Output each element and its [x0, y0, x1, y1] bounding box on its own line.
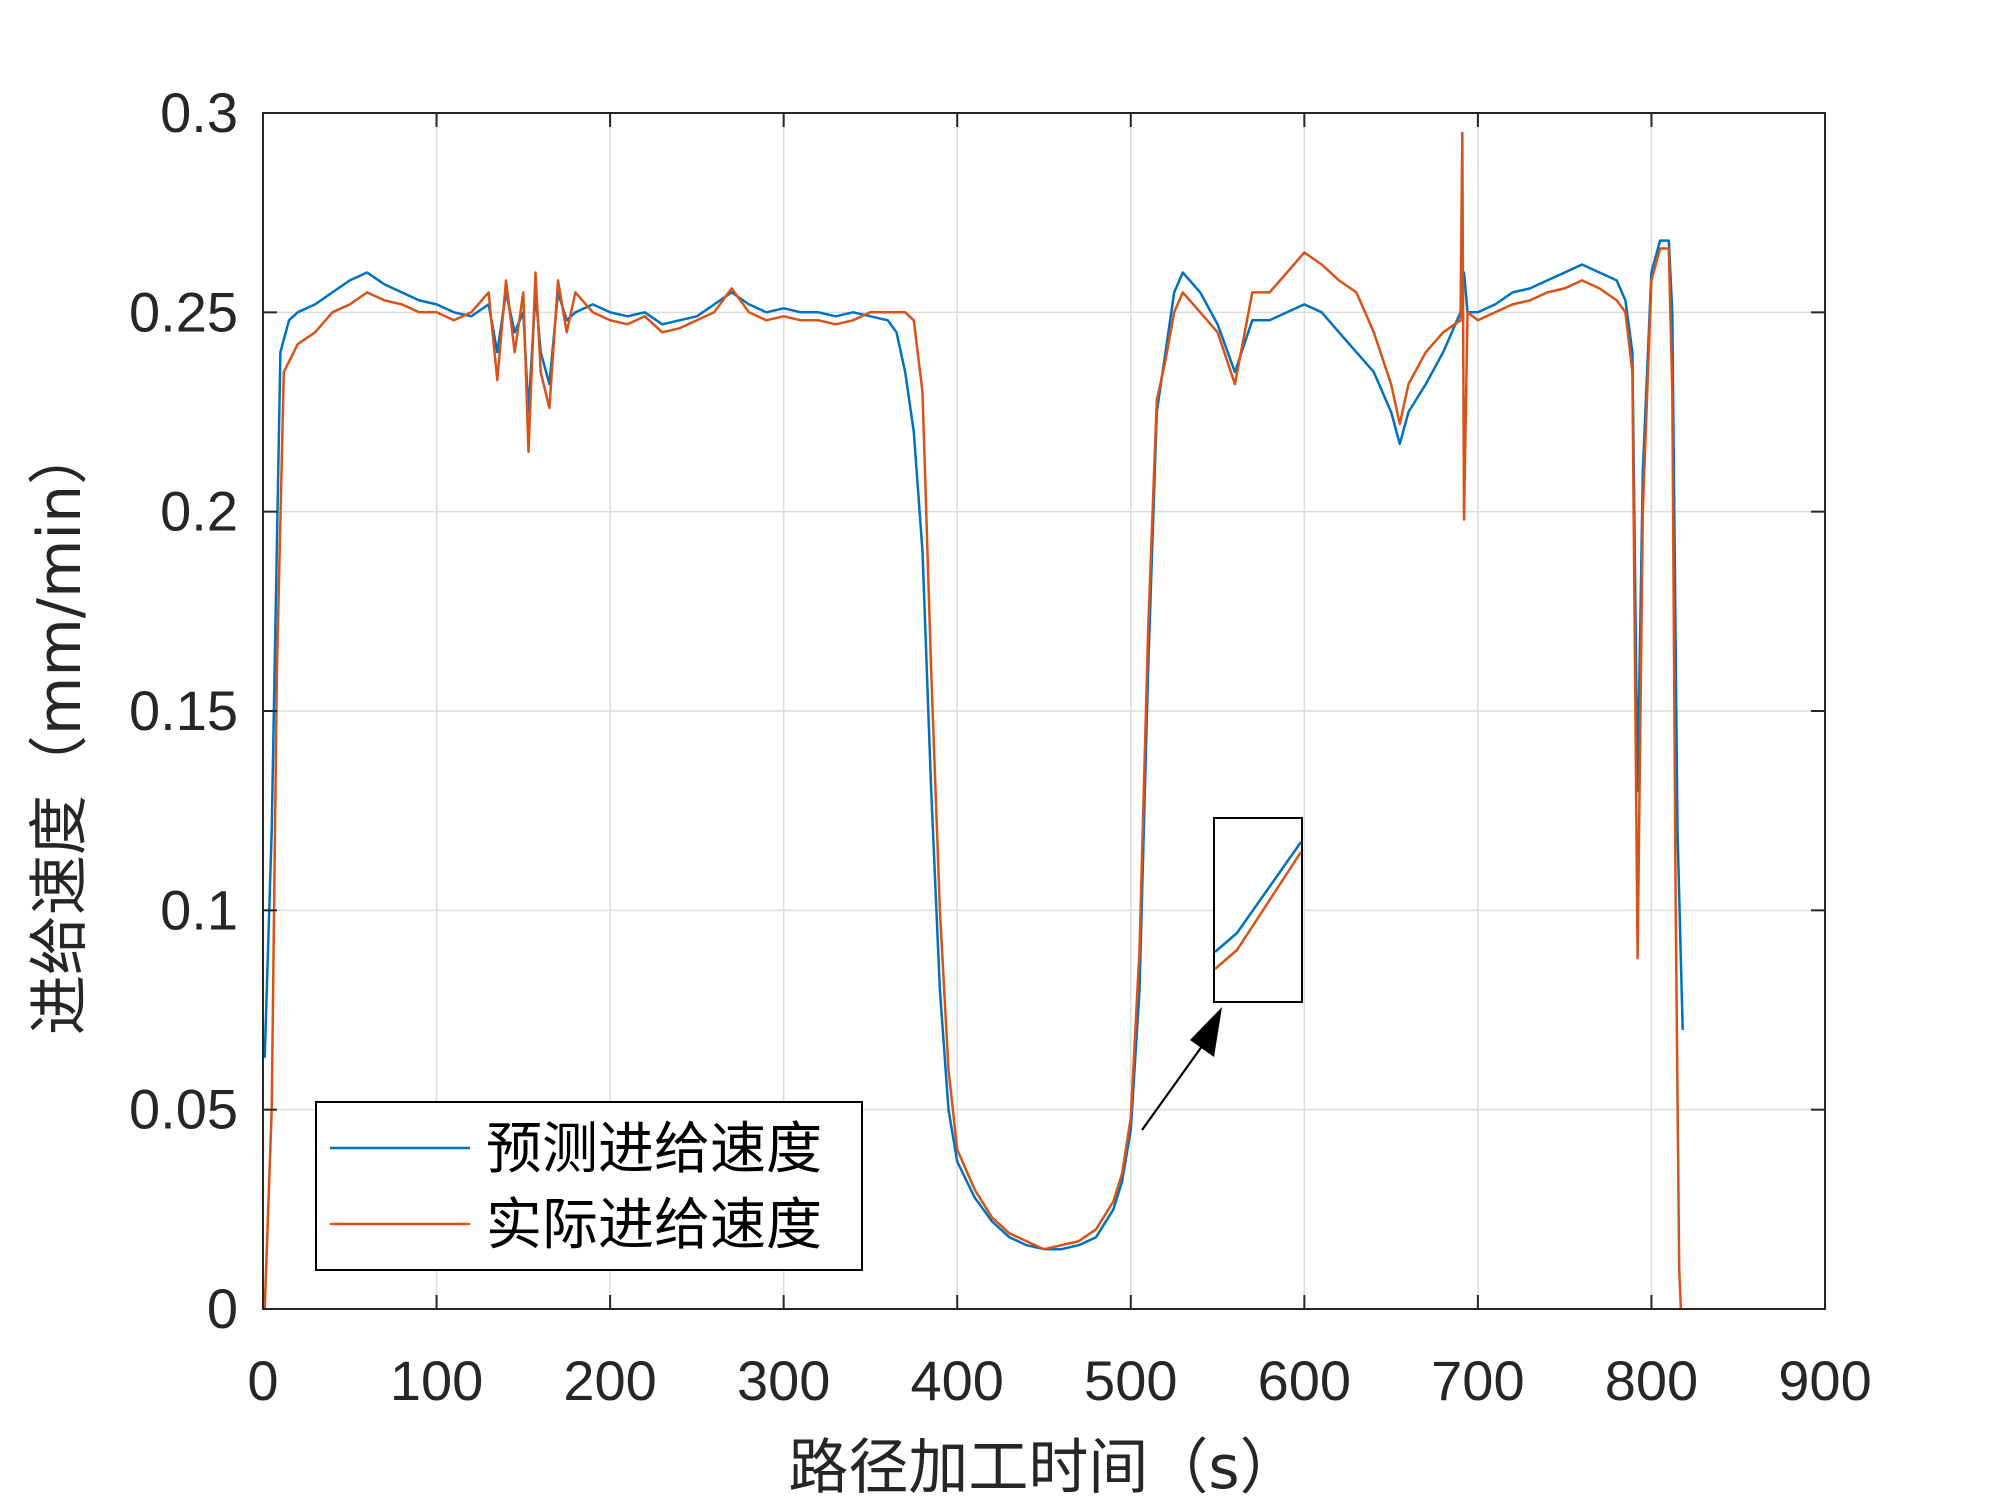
- x-tick-label: 400: [911, 1349, 1004, 1412]
- y-tick-label: 0.2: [160, 480, 238, 543]
- legend: 预测进给速度 实际进给速度: [315, 1101, 863, 1271]
- y-tick-labels: 0 0.05 0.1 0.15 0.2 0.25 0.3: [129, 81, 238, 1340]
- plot-lines: [263, 131, 1684, 1310]
- x-tick-label: 100: [390, 1349, 483, 1412]
- x-tick-label: 600: [1258, 1349, 1351, 1412]
- x-tick-labels: 0 100 200 300 400 500 600 700 800 900: [247, 1349, 1871, 1412]
- y-tick-label: 0.3: [160, 81, 238, 144]
- x-tick-label: 800: [1605, 1349, 1698, 1412]
- legend-predicted-label: 预测进给速度: [486, 1117, 822, 1182]
- x-tick-label: 200: [563, 1349, 656, 1412]
- y-tick-label: 0.1: [160, 878, 238, 941]
- series-line-predicted: [263, 239, 1684, 1251]
- y-tick-label: 0.15: [129, 679, 238, 742]
- zoom-arrow-shaft: [1141, 1034, 1211, 1131]
- zoom-arrow: [1141, 1007, 1222, 1131]
- x-tick-label: 900: [1778, 1349, 1871, 1412]
- x-tick-label: 500: [1084, 1349, 1177, 1412]
- y-tick-label: 0: [207, 1277, 238, 1340]
- x-tick-label: 300: [737, 1349, 830, 1412]
- axis-ticks: [262, 112, 1826, 1310]
- zoom-inset-actual-line: [1214, 851, 1303, 970]
- x-tick-label: 700: [1431, 1349, 1524, 1412]
- zoom-inset: [1213, 817, 1303, 1003]
- legend-actual-label: 实际进给速度: [486, 1193, 822, 1258]
- zoom-arrow-head: [1190, 1007, 1222, 1057]
- zoom-inset-box: [1213, 817, 1303, 1003]
- y-tick-label: 0.05: [129, 1078, 238, 1141]
- y-tick-label: 0.25: [129, 280, 238, 343]
- series-line-actual: [263, 131, 1683, 1310]
- y-axis-title: 进给速度（mm/min）: [25, 425, 95, 1035]
- x-axis-title: 路径加工时间（s）: [788, 1433, 1299, 1500]
- zoom-inset-predicted-line: [1214, 841, 1303, 953]
- legend-box: [315, 1101, 863, 1271]
- x-tick-label: 0: [247, 1349, 278, 1412]
